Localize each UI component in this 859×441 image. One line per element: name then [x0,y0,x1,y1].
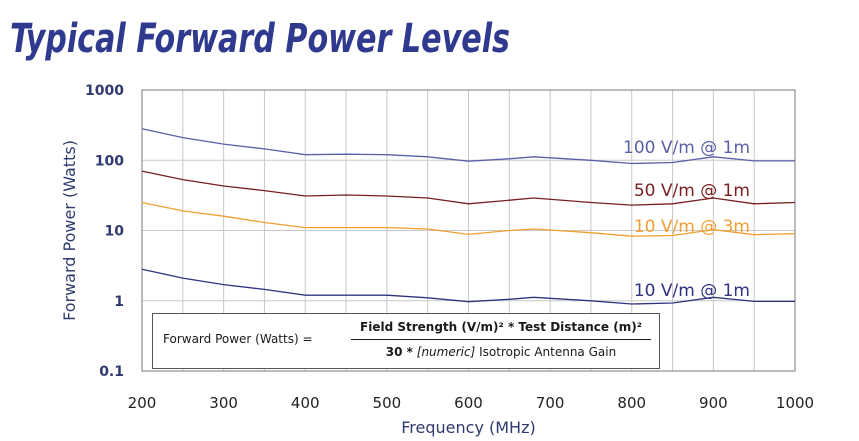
y-tick-label: 1 [114,294,124,310]
formula-denominator: 30 * [numeric] Isotropic Antenna Gain [351,345,651,359]
series-lines [141,128,796,305]
series-labels: 100 V/m @ 1m 50 V/m @ 1m 10 V/m @ 3m 10 V/m… [623,138,750,301]
series-label: 100 V/m @ 1m [623,138,750,158]
y-tick-label: 0.1 [99,364,124,380]
x-tick-label: 900 [699,394,728,412]
x-tick-label: 500 [373,394,402,412]
formula-numerator: Field Strength (V/m)² * Test Distance (m… [360,320,642,334]
x-tick-label: 200 [128,394,157,412]
formula-denominator-prefix: 30 * [385,345,413,359]
formula-box: Forward Power (Watts) = Field Strength (… [152,313,660,369]
formula-denominator-italic: [numeric] [416,345,476,359]
grid [142,90,795,371]
x-tick-label: 300 [209,394,238,412]
x-tick-label: 800 [617,394,646,412]
x-tick-labels: 200 300 400 500 600 700 800 900 1000 [128,394,814,412]
y-axis-label: Forward Power (Watts) [60,140,79,321]
x-tick-label: 1000 [776,394,814,412]
formula-lhs: Forward Power (Watts) = [163,332,313,346]
chart-title-text: Typical Forward Power Levels [10,16,510,62]
x-axis-label: Frequency (MHz) [401,418,535,437]
y-tick-label: 10 [105,224,125,240]
y-tick-labels: 0.1 1 10 100 1000 [85,83,124,380]
series-label: 50 V/m @ 1m [634,181,750,201]
chart-title: Typical Forward Power Levels [10,16,510,62]
series-label: 10 V/m @ 1m [634,281,750,301]
y-tick-label: 100 [95,153,124,169]
plot-frame [141,89,796,372]
y-tick-label: 1000 [85,83,124,99]
series-line [141,201,796,237]
x-tick-label: 600 [454,394,483,412]
formula-denominator-suffix: Isotropic Antenna Gain [479,345,617,359]
series-line [141,268,795,305]
series-line [141,170,796,206]
series-label: 10 V/m @ 3m [634,217,750,237]
x-tick-label: 700 [536,394,565,412]
formula-fraction-bar [351,339,651,340]
x-tick-label: 400 [291,394,320,412]
series-line [141,128,795,165]
